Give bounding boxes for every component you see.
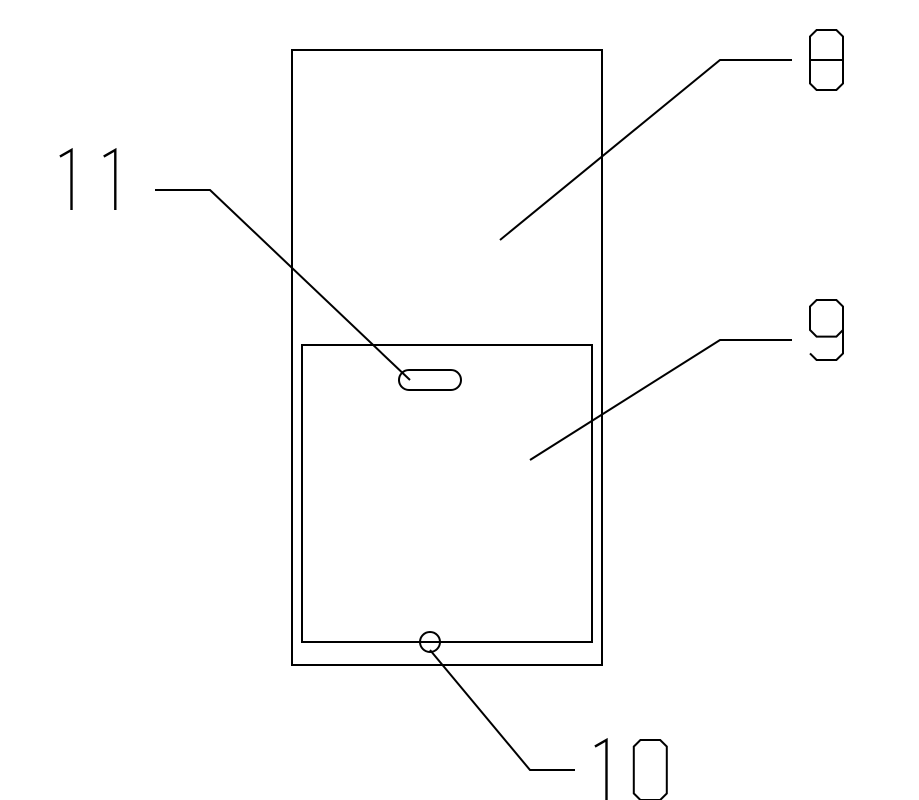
diagram-svg [0,0,919,800]
